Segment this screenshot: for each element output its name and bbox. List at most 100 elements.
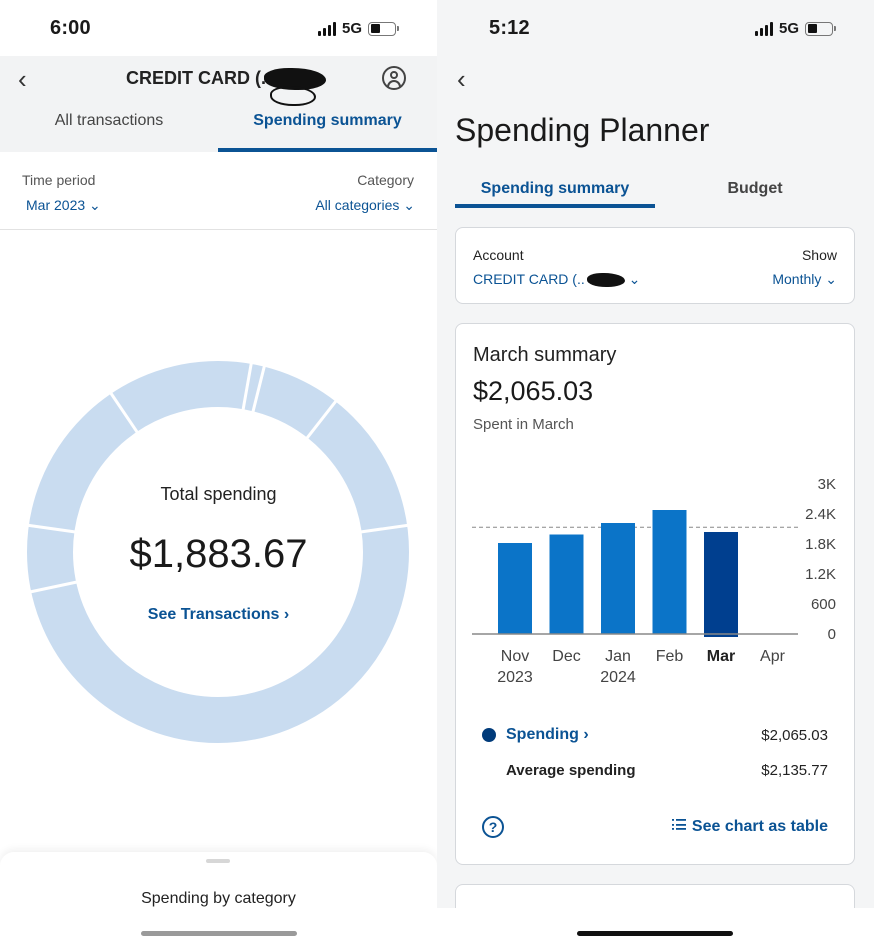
bottom-sheet[interactable]: Spending by category: [0, 852, 437, 946]
chevron-right-icon: ›: [583, 726, 589, 743]
see-transactions-label: See Transactions: [147, 606, 280, 623]
donut-segment-separator: [108, 391, 140, 435]
chevron-right-icon: ›: [283, 606, 290, 623]
tab-spending-summary[interactable]: Spending summary: [218, 112, 437, 152]
spending-label: Spending: [506, 726, 579, 743]
tab-all-transactions[interactable]: All transactions: [54, 112, 164, 129]
help-icon[interactable]: ?: [482, 816, 504, 838]
see-transactions-link[interactable]: See Transactions ›: [0, 606, 437, 624]
redaction-scribble: [264, 68, 326, 90]
header-bar: [0, 56, 437, 152]
spending-legend-dot: [482, 728, 496, 742]
summary-amount: $2,065.03: [473, 376, 594, 406]
status-indicators: 5G: [755, 20, 837, 37]
see-chart-as-table-link[interactable]: See chart as table: [671, 818, 828, 836]
time-period-dropdown[interactable]: Mar 2023 ⌄: [26, 197, 101, 214]
bar-feb[interactable]: [652, 510, 687, 634]
bar-dec[interactable]: [549, 534, 584, 635]
spending-donut-chart[interactable]: [22, 356, 414, 748]
average-spending-label: Average spending: [506, 762, 636, 779]
total-spending-amount: $1,883.67: [129, 532, 308, 576]
x-tick-label: Feb: [656, 648, 684, 665]
battery-icon: [805, 21, 837, 36]
redaction-scribble: [586, 273, 625, 288]
bar-nov[interactable]: [498, 543, 532, 634]
signal-icon: [755, 21, 773, 36]
home-indicator: [577, 931, 733, 936]
network-label: 5G: [342, 20, 363, 37]
sheet-drag-handle[interactable]: [206, 859, 230, 863]
chevron-down-icon: ⌄: [825, 271, 837, 287]
donut-segment-separator: [26, 523, 77, 534]
see-chart-as-table-label: See chart as table: [691, 818, 828, 835]
account-dropdown[interactable]: CREDIT CARD (.. ⌄: [473, 271, 640, 288]
account-title: CREDIT CARD (..: [126, 68, 271, 88]
status-bar: 5:12 5G: [437, 0, 874, 56]
y-tick-label: 0: [828, 626, 836, 643]
home-indicator: [141, 931, 297, 936]
bottom-safe-area: [437, 908, 874, 946]
summary-subtitle: Spent in March: [473, 416, 574, 433]
left-screen: 6:00 5G ‹ CREDIT CARD (.. All transactio…: [0, 0, 437, 946]
donut-segment-separator: [251, 364, 267, 414]
battery-icon: [368, 21, 400, 36]
y-tick-label: 1.2K: [805, 566, 836, 583]
redaction-scribble-loop: [270, 86, 316, 106]
show-dropdown[interactable]: Monthly ⌄: [772, 271, 837, 288]
spending-legend-link[interactable]: Spending ›: [506, 726, 589, 744]
show-label: Show: [801, 247, 837, 263]
monthly-summary-card: March summary $2,065.03 Spent in March 0…: [455, 323, 855, 865]
spending-by-category-label: Spending by category: [141, 890, 296, 907]
x-tick-label: Jan: [605, 648, 631, 665]
bar-jan[interactable]: [601, 523, 635, 634]
status-time: 6:00: [50, 17, 91, 39]
y-tick-label: 2.4K: [805, 506, 836, 523]
donut-segment-separator: [304, 398, 339, 441]
page-title: Spending Planner: [455, 112, 710, 148]
account-label: Account: [473, 247, 524, 263]
tab-spending-summary[interactable]: Spending summary: [455, 180, 655, 208]
category-dropdown[interactable]: All categories ⌄: [315, 197, 415, 214]
account-selector-card: Account CREDIT CARD (.. ⌄ Show Monthly ⌄: [455, 227, 855, 304]
average-spending-value: $2,135.77: [761, 762, 828, 779]
donut-ring: [27, 361, 409, 743]
status-indicators: 5G: [318, 20, 400, 37]
time-period-label: Time period: [22, 172, 96, 188]
donut-segment-separator: [28, 580, 79, 594]
account-value: CREDIT CARD (..: [473, 271, 585, 287]
monthly-spending-bar-chart[interactable]: 0 600 1.2K 1.8K 2.4K 3K Nov 2023 Dec Jan 2024 Feb Ma…: [456, 464, 854, 704]
network-label: 5G: [779, 20, 800, 37]
chevron-down-icon: ⌄: [628, 271, 641, 287]
category-value: All categories: [315, 197, 400, 213]
chevron-down-icon: ⌄: [89, 197, 101, 213]
y-tick-label: 3K: [818, 476, 836, 493]
summary-title: March summary: [473, 344, 617, 366]
x-tick-label: Dec: [552, 648, 580, 665]
x-tick-year-label: 2024: [600, 669, 636, 686]
x-tick-label: Apr: [760, 648, 786, 665]
bar-mar[interactable]: [704, 532, 738, 637]
signal-icon: [318, 21, 336, 36]
back-arrow-icon[interactable]: ‹: [18, 64, 27, 94]
chevron-down-icon: ⌄: [403, 197, 415, 213]
y-tick-label: 600: [811, 596, 836, 613]
divider: [0, 229, 437, 230]
right-screen: 5:12 5G ‹ Spending Planner Spending summ…: [437, 0, 874, 946]
back-arrow-icon[interactable]: ‹: [457, 64, 466, 94]
status-time: 5:12: [489, 17, 530, 39]
x-tick-label: Mar: [707, 648, 735, 665]
time-period-value: Mar 2023: [26, 197, 86, 213]
show-value: Monthly: [772, 271, 822, 287]
x-tick-label: Nov: [501, 648, 529, 665]
status-bar: 6:00 5G: [0, 0, 437, 56]
spending-value: $2,065.03: [761, 727, 828, 744]
y-tick-label: 1.8K: [805, 536, 836, 553]
donut-segment-separator: [359, 523, 410, 534]
list-icon: [671, 819, 686, 831]
donut-center-label: Total spending: [160, 484, 277, 504]
tab-budget[interactable]: Budget: [727, 180, 783, 197]
category-label: Category: [357, 172, 414, 188]
profile-icon[interactable]: [382, 66, 406, 90]
donut-segment-separator: [241, 361, 253, 412]
x-tick-year-label: 2023: [497, 669, 533, 686]
